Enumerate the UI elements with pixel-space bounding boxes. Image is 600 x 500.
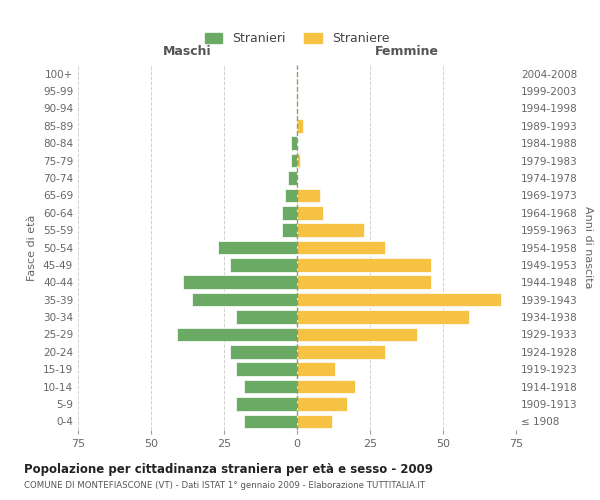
Bar [297,224,364,237]
Text: Femmine: Femmine [374,45,439,58]
Bar [283,224,297,237]
Bar [297,258,431,272]
Legend: Stranieri, Straniere: Stranieri, Straniere [200,28,394,50]
Bar [297,380,355,394]
Bar [286,188,297,202]
Bar [244,414,297,428]
Bar [297,276,431,289]
Bar [297,310,469,324]
Bar [297,293,502,306]
Bar [192,293,297,306]
Bar [297,188,320,202]
Text: Popolazione per cittadinanza straniera per età e sesso - 2009: Popolazione per cittadinanza straniera p… [24,462,433,475]
Y-axis label: Fasce di età: Fasce di età [28,214,37,280]
Bar [297,362,335,376]
Bar [291,154,297,168]
Bar [291,136,297,150]
Bar [297,328,417,341]
Bar [230,345,297,358]
Bar [297,414,332,428]
Bar [297,206,323,220]
Bar [236,397,297,410]
Bar [297,397,347,410]
Bar [177,328,297,341]
Bar [236,310,297,324]
Bar [297,240,385,254]
Bar [297,345,385,358]
Bar [244,380,297,394]
Bar [288,171,297,185]
Text: Maschi: Maschi [163,45,212,58]
Bar [283,206,297,220]
Bar [236,362,297,376]
Bar [297,154,300,168]
Bar [218,240,297,254]
Bar [183,276,297,289]
Text: COMUNE DI MONTEFIASCONE (VT) - Dati ISTAT 1° gennaio 2009 - Elaborazione TUTTITA: COMUNE DI MONTEFIASCONE (VT) - Dati ISTA… [24,481,425,490]
Y-axis label: Anni di nascita: Anni di nascita [583,206,593,289]
Bar [297,119,303,132]
Bar [230,258,297,272]
